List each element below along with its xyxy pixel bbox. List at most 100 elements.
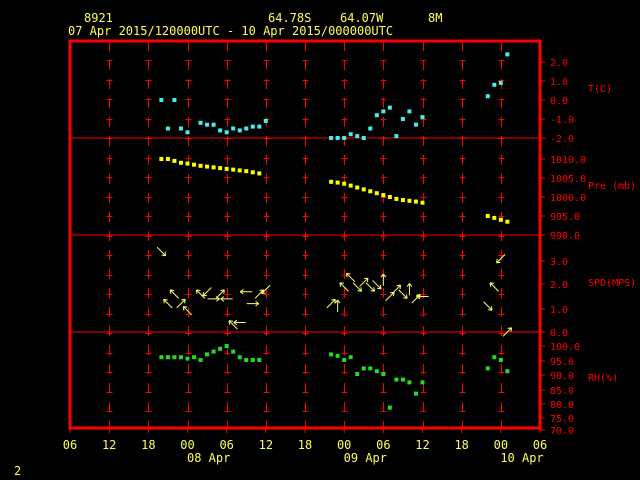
time-range: 07 Apr 2015/120000UTC - 10 Apr 2015/0000…	[68, 24, 394, 38]
wind-arrow	[195, 289, 206, 299]
wind-y-tick-label: 3.0	[550, 257, 568, 268]
temperature-point	[361, 136, 366, 140]
wind-arrow	[489, 282, 499, 292]
wind-arrow	[176, 298, 186, 309]
temperature-point	[505, 52, 510, 57]
pressure-point	[231, 167, 236, 172]
x-tick-label: 18	[454, 438, 468, 452]
pressure-point	[505, 219, 510, 224]
wind-arrow	[246, 300, 260, 307]
pressure-point	[387, 195, 392, 199]
x-date-label: 08 Apr	[187, 451, 230, 465]
wind-arrow	[215, 289, 225, 299]
temperature-y-tick-label: 1.0	[550, 77, 568, 88]
x-tick-label: 12	[259, 438, 273, 452]
humidity-point	[413, 391, 418, 396]
temperature-point	[368, 126, 373, 131]
humidity-point	[387, 405, 392, 410]
pressure-point	[198, 163, 203, 168]
pressure-point	[211, 165, 216, 170]
humidity-point	[192, 355, 197, 360]
humidity-point	[485, 366, 490, 371]
pressure-point	[250, 170, 255, 175]
wind-arrow	[207, 296, 220, 302]
pressure-point	[361, 187, 366, 192]
temperature-y-tick-label: 0.0	[550, 96, 568, 107]
pressure-point	[368, 189, 373, 194]
pressure-y-tick-label: 1010.0	[550, 155, 586, 166]
pressure-point	[407, 198, 412, 203]
pressure-point	[400, 198, 405, 203]
humidity-point	[211, 349, 216, 354]
temperature-point	[205, 122, 210, 127]
wind-arrow	[483, 301, 493, 311]
x-tick-label: 06	[219, 438, 233, 452]
wind-arrow	[398, 289, 408, 299]
x-tick-label: 06	[63, 438, 77, 452]
x-tick-label: 12	[415, 438, 429, 452]
temperature-point	[498, 80, 503, 85]
humidity-point	[244, 358, 249, 362]
humidity-y-tick-label: 100.0	[550, 342, 580, 353]
x-tick-label: 12	[102, 438, 116, 452]
temperature-point	[231, 126, 236, 131]
wind-arrow	[228, 320, 238, 330]
humidity-y-tick-label: 80.0	[550, 400, 574, 411]
wind-y-tick-label: 0.0	[550, 328, 568, 339]
humidity-point	[394, 377, 399, 382]
temperature-y-tick-label: -2.0	[550, 134, 574, 145]
humidity-y-tick-label: 85.0	[550, 386, 574, 397]
pressure-point	[485, 214, 490, 218]
temperature-panel-label: T(C)	[588, 84, 612, 95]
humidity-point	[218, 346, 223, 351]
pressure-point	[244, 169, 249, 174]
wind-arrow	[334, 299, 341, 312]
humidity-point	[420, 380, 425, 385]
humidity-point	[361, 366, 366, 371]
temperature-point	[198, 120, 203, 125]
humidity-point	[165, 355, 170, 360]
station-latitude: 64.78S	[268, 11, 312, 25]
x-tick-label: 18	[141, 438, 155, 452]
pressure-point	[205, 164, 210, 169]
pressure-point	[237, 168, 242, 173]
wind-arrow	[339, 282, 349, 292]
humidity-point	[492, 355, 497, 360]
humidity-y-tick-label: 95.0	[550, 357, 574, 368]
pressure-point	[498, 217, 503, 222]
temperature-point	[485, 94, 490, 99]
temperature-point	[159, 98, 164, 102]
wind-arrow	[502, 327, 513, 337]
humidity-point	[505, 369, 510, 374]
pressure-point	[329, 179, 334, 184]
humidity-y-tick-label: 90.0	[550, 371, 574, 382]
wind-arrow	[261, 284, 271, 295]
humidity-point	[368, 366, 373, 371]
humidity-point	[237, 355, 242, 360]
pressure-point	[335, 180, 340, 185]
temperature-point	[348, 132, 353, 137]
temperature-point	[211, 122, 216, 127]
wind-arrow	[496, 254, 506, 264]
wind-arrow	[352, 282, 362, 292]
x-tick-label: 00	[337, 438, 351, 452]
wind-arrow	[372, 280, 382, 290]
x-tick-label: 06	[533, 438, 547, 452]
wind-arrow	[326, 298, 336, 309]
pressure-y-tick-label: 995.0	[550, 212, 580, 223]
humidity-point	[198, 358, 203, 362]
temperature-point	[342, 136, 347, 140]
humidity-point	[342, 358, 347, 362]
page-number: 2	[14, 464, 22, 478]
temperature-point	[185, 130, 190, 135]
humidity-point	[498, 358, 503, 362]
wind-arrow	[345, 272, 356, 283]
chart-frame	[68, 39, 542, 430]
humidity-point	[381, 372, 386, 376]
wind-arrow	[202, 287, 212, 297]
temperature-y-tick-label: -1.0	[550, 115, 574, 126]
humidity-point	[407, 380, 412, 385]
station-id: 8921	[84, 11, 113, 25]
pressure-point	[257, 171, 262, 176]
